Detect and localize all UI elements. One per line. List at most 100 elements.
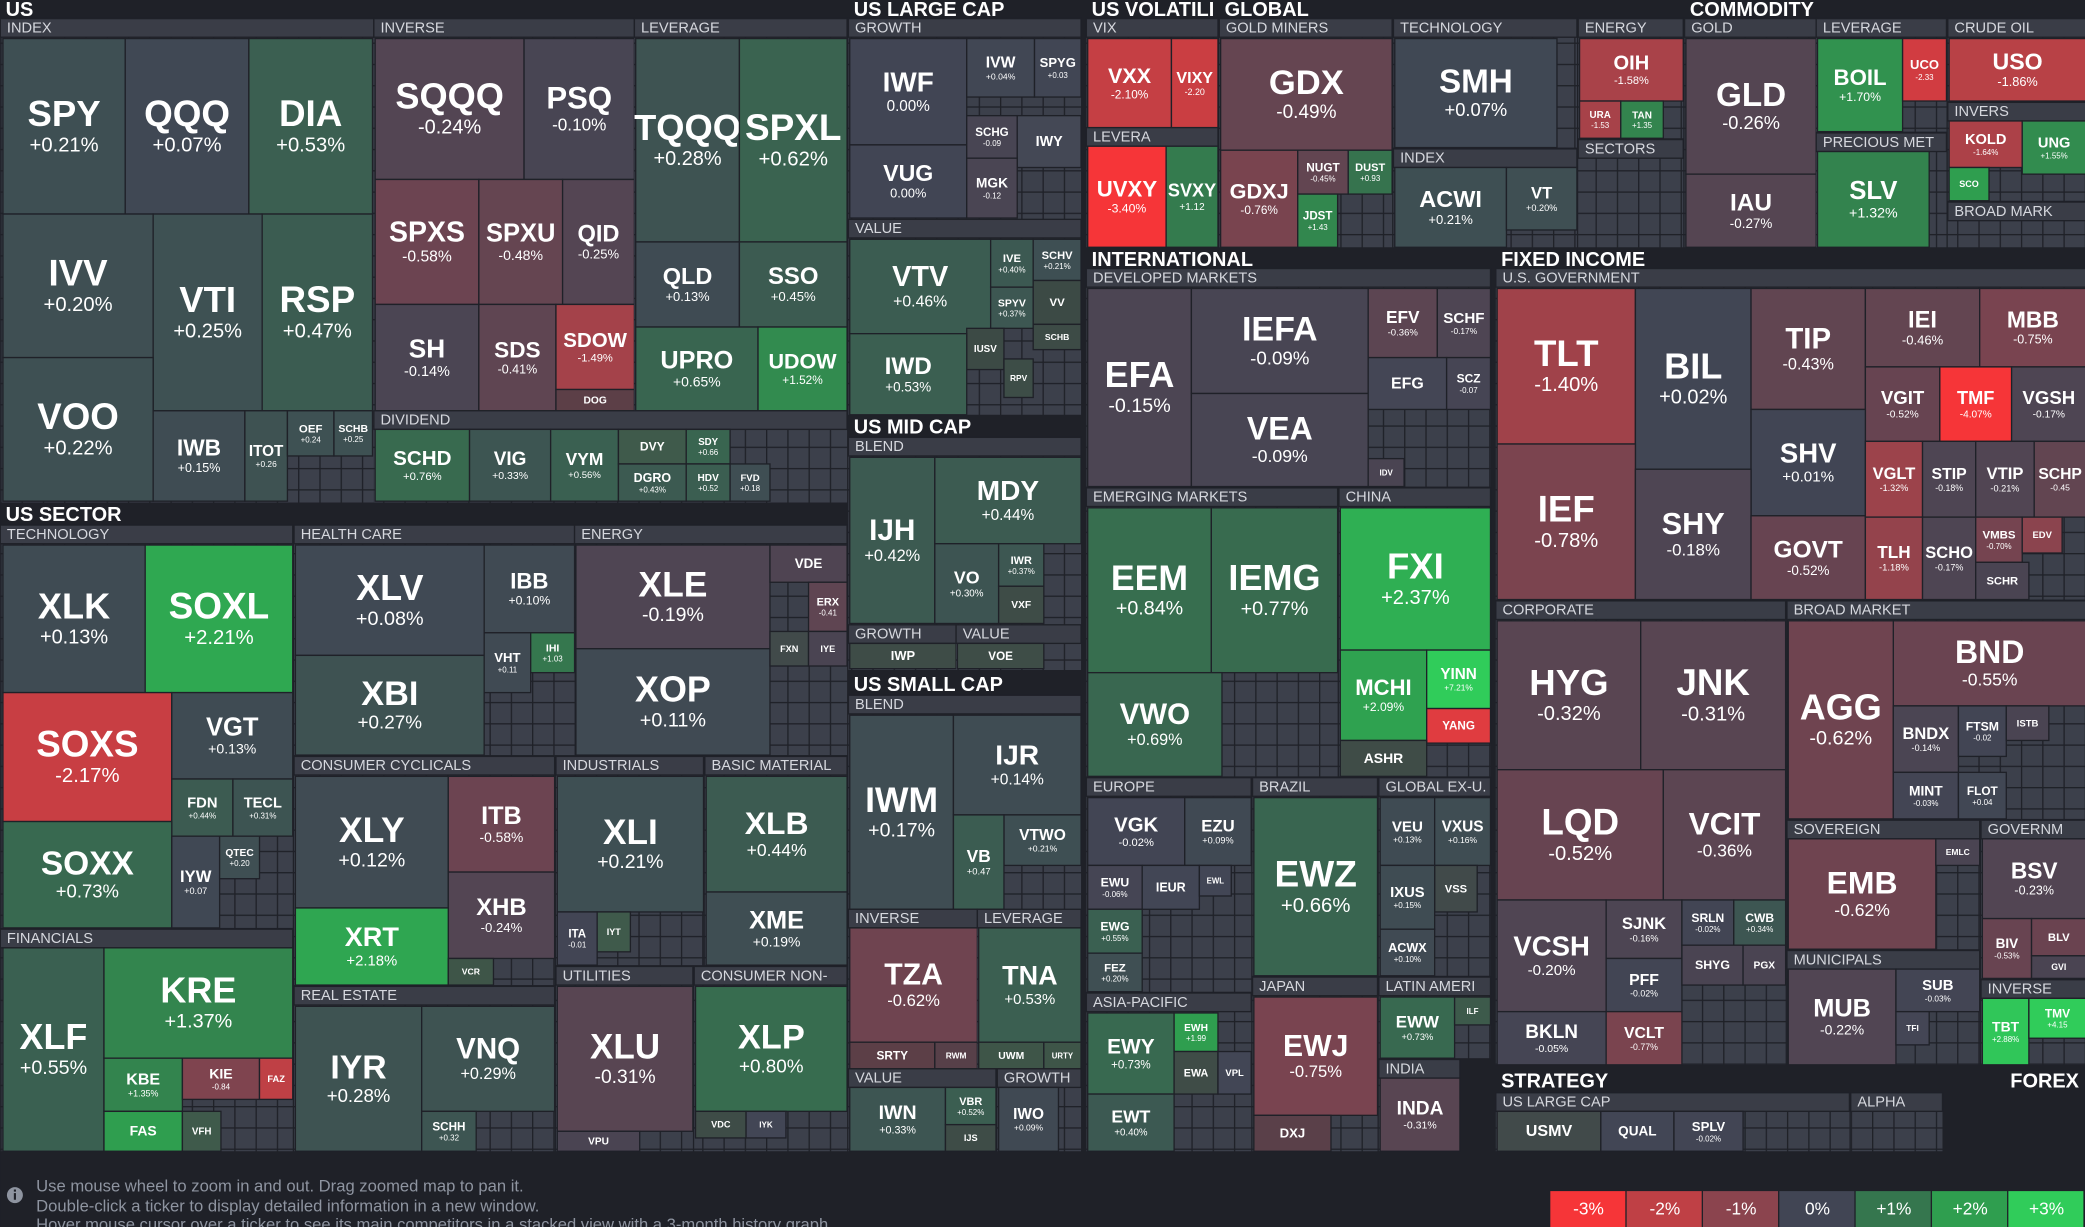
ticker[interactable]: ERX: [817, 597, 840, 609]
tile-rect[interactable]: [1939, 366, 2013, 443]
ticker-tile[interactable]: SPY+0.21%: [2, 37, 126, 215]
ticker[interactable]: SPXL: [745, 107, 841, 148]
ticker[interactable]: FDN: [187, 795, 217, 811]
ticker[interactable]: SPYV: [998, 298, 1026, 310]
ticker-tile[interactable]: YANG: [1426, 707, 1492, 744]
tile-rect[interactable]: [989, 286, 1034, 330]
ticker[interactable]: USO: [1993, 49, 2043, 75]
change[interactable]: +0.33%: [492, 470, 528, 482]
change[interactable]: +0.14%: [991, 772, 1044, 789]
tile-rect[interactable]: [103, 947, 294, 1059]
change[interactable]: -0.76%: [1240, 203, 1278, 217]
change[interactable]: -0.02: [1973, 734, 1992, 743]
change[interactable]: +0.07%: [1445, 99, 1508, 120]
ticker[interactable]: GVI: [2051, 962, 2066, 972]
ticker[interactable]: TQQQ: [634, 107, 741, 148]
ticker-tile[interactable]: BIV-0.53%: [1981, 917, 2033, 980]
tile-rect[interactable]: [1681, 899, 1735, 946]
ticker[interactable]: IWY: [1036, 134, 1064, 150]
tile-rect[interactable]: [966, 327, 1005, 371]
ticker[interactable]: VHT: [494, 650, 520, 665]
tile-rect[interactable]: [635, 37, 741, 243]
ticker[interactable]: PGX: [1754, 960, 1776, 971]
tile-rect[interactable]: [1165, 145, 1219, 248]
change[interactable]: +0.20%: [1526, 203, 1557, 213]
ticker[interactable]: XME: [749, 906, 804, 934]
change[interactable]: +0.53%: [885, 379, 931, 394]
ticker-tile[interactable]: VXUS+0.16%: [1433, 796, 1492, 867]
tile-rect[interactable]: [769, 630, 810, 667]
ticker[interactable]: XLI: [603, 813, 658, 852]
ticker[interactable]: ITA: [568, 929, 586, 941]
change[interactable]: +0.65%: [673, 374, 721, 390]
tile-rect[interactable]: [944, 1123, 997, 1152]
tile-rect[interactable]: [1742, 944, 1787, 986]
tile-rect[interactable]: [694, 1110, 747, 1139]
ticker-tile[interactable]: IYE: [807, 630, 848, 667]
change[interactable]: -0.52%: [1787, 563, 1830, 578]
tile-rect[interactable]: [261, 213, 374, 412]
tile-rect[interactable]: [1975, 561, 2030, 601]
ticker[interactable]: AGG: [1800, 686, 1882, 727]
ticker[interactable]: IWN: [879, 1102, 917, 1124]
ticker-tile[interactable]: GOVT-0.52%: [1750, 515, 1867, 601]
tile-rect[interactable]: [248, 37, 374, 215]
ticker-tile[interactable]: TZA-0.62%: [849, 927, 979, 1043]
tile-rect[interactable]: [1426, 707, 1492, 744]
tile-rect[interactable]: [575, 544, 771, 650]
change[interactable]: +0.07%: [153, 134, 222, 156]
ticker[interactable]: UNG: [2038, 135, 2070, 151]
change[interactable]: +0.44%: [747, 840, 807, 860]
ticker-tile[interactable]: VPU: [556, 1130, 641, 1152]
change[interactable]: +0.25%: [173, 320, 242, 342]
ticker-tile[interactable]: IYK: [745, 1110, 787, 1139]
ticker-tile[interactable]: SDS-0.41%: [478, 303, 557, 412]
ticker[interactable]: EDV: [2032, 529, 2052, 540]
tile-rect[interactable]: [617, 463, 687, 502]
ticker-tile[interactable]: EWL: [1198, 864, 1232, 897]
tile-rect[interactable]: [421, 1110, 477, 1152]
tile-rect[interactable]: [1750, 408, 1867, 517]
ticker-tile[interactable]: IYT: [596, 911, 632, 953]
tile-rect[interactable]: [1003, 814, 1082, 867]
change[interactable]: +0.30%: [950, 588, 984, 599]
ticker[interactable]: VT: [1531, 184, 1552, 203]
ticker[interactable]: VTI: [179, 279, 236, 320]
ticker[interactable]: BLV: [2048, 932, 2070, 944]
change[interactable]: -0.10%: [552, 114, 606, 134]
tile-rect[interactable]: [1190, 392, 1369, 488]
tile-rect[interactable]: [2030, 955, 2085, 980]
tile-rect[interactable]: [1087, 1012, 1175, 1095]
ticker[interactable]: IEMG: [1228, 557, 1320, 598]
tile-rect[interactable]: [1981, 997, 2030, 1066]
ticker-tile[interactable]: VEU+0.13%: [1379, 796, 1436, 867]
change[interactable]: +0.20: [229, 859, 250, 868]
ticker[interactable]: KRE: [160, 970, 236, 1011]
ticker[interactable]: SCO: [1959, 179, 1979, 189]
change[interactable]: -0.01: [568, 941, 587, 950]
tile-rect[interactable]: [1957, 705, 2007, 758]
tile-rect[interactable]: [1605, 957, 1683, 1013]
ticker[interactable]: IEF: [1538, 488, 1595, 529]
ticker[interactable]: SCHG: [975, 127, 1008, 139]
tile-rect[interactable]: [1673, 1110, 1744, 1152]
ticker-tile[interactable]: ILF: [1453, 996, 1492, 1026]
tile-rect[interactable]: [152, 213, 263, 412]
ticker-tile[interactable]: DGRO+0.43%: [617, 463, 687, 502]
change[interactable]: +0.55%: [1101, 934, 1128, 943]
ticker[interactable]: IWO: [1013, 1106, 1044, 1123]
ticker-tile[interactable]: VXX-2.10%: [1087, 37, 1173, 129]
ticker[interactable]: EMB: [1827, 865, 1898, 901]
ticker-tile[interactable]: VTWO+0.21%: [1003, 814, 1082, 867]
ticker[interactable]: ILF: [1467, 1007, 1479, 1016]
tile-rect[interactable]: [483, 632, 532, 694]
change[interactable]: -0.45: [2050, 483, 2070, 493]
change[interactable]: -0.18%: [1935, 483, 1963, 493]
change[interactable]: -0.36%: [1388, 328, 1419, 339]
ticker[interactable]: STIP: [1932, 466, 1967, 483]
ticker-tile[interactable]: EWW+0.73%: [1379, 996, 1456, 1059]
ticker[interactable]: VTV: [892, 261, 949, 293]
change[interactable]: +0.76%: [403, 471, 442, 483]
change[interactable]: +0.31%: [249, 811, 276, 820]
